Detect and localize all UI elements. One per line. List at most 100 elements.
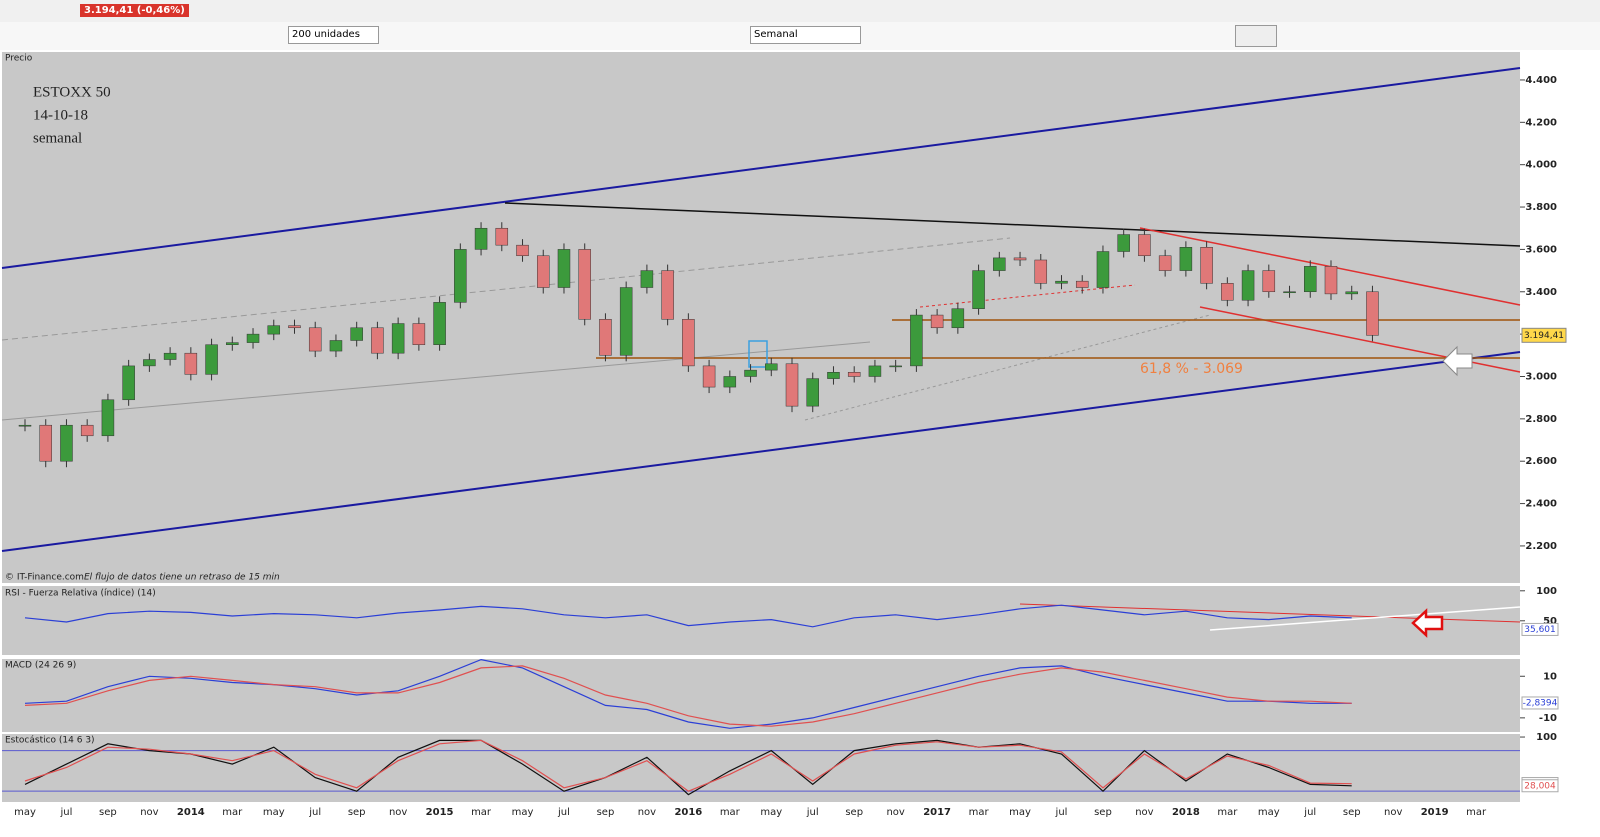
- candle: [1034, 259, 1048, 284]
- candle: [122, 365, 135, 401]
- macd-pane: [2, 659, 1520, 732]
- candle: [267, 325, 281, 335]
- arrow: [1442, 345, 1473, 377]
- drawings: [1, 67, 1521, 638]
- y-tick-label: 2.200: [1525, 541, 1557, 552]
- period-select[interactable]: Semanal: [750, 26, 861, 44]
- y-tick-label: 3.000: [1525, 371, 1557, 382]
- candle: [599, 319, 612, 356]
- y-tick-label: 4.200: [1525, 117, 1557, 128]
- candle: [288, 325, 301, 329]
- candle: [226, 342, 239, 345]
- candle: [578, 249, 591, 320]
- last-value-label: 28,004: [1524, 781, 1556, 791]
- candle: [350, 327, 363, 341]
- candle: [495, 227, 509, 246]
- candle: [1096, 251, 1110, 288]
- x-tick-label: jul: [806, 807, 819, 818]
- indicator-line: [24, 665, 1352, 727]
- candle: [619, 287, 633, 356]
- candle: [1179, 247, 1193, 271]
- candle: [60, 424, 73, 462]
- x-tick-label: sep: [597, 807, 615, 818]
- candle: [889, 365, 902, 368]
- candle: [412, 323, 426, 345]
- candle: [1221, 283, 1234, 301]
- x-tick-label: may: [1258, 807, 1280, 818]
- x-tick-label: may: [14, 807, 36, 818]
- candle: [18, 424, 32, 427]
- last-price-box: [1521, 327, 1567, 343]
- candle: [868, 365, 882, 377]
- y-tick-label: 50: [1543, 616, 1557, 627]
- last-value-box: [1521, 696, 1559, 710]
- x-tick-label: jul: [557, 807, 570, 818]
- candle: [1283, 291, 1296, 294]
- candle: [930, 314, 944, 329]
- candle: [101, 399, 115, 437]
- candle: [39, 424, 52, 462]
- candle: [454, 249, 467, 303]
- x-tick-label: 2016: [674, 807, 702, 818]
- highlight-box: [748, 340, 768, 368]
- trendline: [1, 237, 1011, 341]
- chart-type-button[interactable]: [1235, 25, 1277, 47]
- candle: [516, 244, 529, 257]
- candle: [951, 308, 965, 329]
- fib-label: 61,8 % - 3.069: [1140, 361, 1243, 377]
- x-tick-label: sep: [99, 807, 117, 818]
- x-tick-label: nov: [1384, 807, 1402, 818]
- x-tick-label: may: [1009, 807, 1031, 818]
- candle: [205, 344, 218, 375]
- x-tick-label: 2017: [923, 807, 951, 818]
- candle: [1241, 270, 1255, 301]
- y-tick-label: 4.400: [1525, 75, 1557, 86]
- y-tick-label: 100: [1536, 732, 1557, 743]
- candle: [537, 255, 550, 288]
- units-select[interactable]: 200 unidades: [288, 26, 379, 44]
- arrow: [1411, 608, 1444, 638]
- x-tick-label: nov: [886, 807, 904, 818]
- candle: [371, 327, 384, 354]
- x-tick-label: sep: [1343, 807, 1361, 818]
- indicator-line: [24, 604, 1352, 628]
- candle: [1324, 266, 1338, 295]
- candle: [80, 424, 94, 437]
- y-tick-label: 2.600: [1525, 456, 1557, 467]
- y-tick-label: 10: [1543, 671, 1557, 682]
- x-tick-label: may: [263, 807, 285, 818]
- price-pane: [2, 52, 1520, 583]
- x-tick-label: 2019: [1421, 807, 1449, 818]
- candle: [433, 302, 446, 345]
- candle: [474, 227, 488, 250]
- y-tick-label: 4.000: [1525, 160, 1557, 171]
- trendline: [1209, 606, 1521, 631]
- x-tick-label: nov: [638, 807, 656, 818]
- pane-title: Precio: [5, 54, 33, 64]
- candle: [391, 323, 405, 354]
- x-tick-label: may: [512, 807, 534, 818]
- indicator-line: [24, 658, 1352, 729]
- x-tick-label: mar: [1466, 807, 1487, 818]
- y-tick-label: 3.800: [1525, 202, 1557, 213]
- candle: [744, 369, 757, 377]
- candle: [827, 372, 840, 379]
- candle: [1138, 234, 1151, 257]
- candle: [1262, 270, 1276, 293]
- x-tick-label: jul: [60, 807, 73, 818]
- x-tick-label: sep: [1094, 807, 1112, 818]
- pane-title: MACD (24 26 9): [5, 661, 76, 671]
- y-tick-label: 3.400: [1525, 287, 1557, 298]
- candle: [765, 363, 778, 371]
- channel-line: [1, 351, 1521, 552]
- x-tick-label: 2015: [426, 807, 454, 818]
- candle: [1304, 266, 1317, 293]
- x-tick-label: mar: [471, 807, 492, 818]
- candle: [1366, 291, 1379, 336]
- toolbar: 200 unidades Semanal: [0, 22, 1600, 50]
- quote: 3.194,41 (-0,46%): [80, 4, 189, 17]
- candle: [1158, 255, 1172, 271]
- candle: [993, 257, 1006, 271]
- channel-line: [1, 67, 1521, 269]
- credit: © IT-Finance.com: [5, 573, 84, 583]
